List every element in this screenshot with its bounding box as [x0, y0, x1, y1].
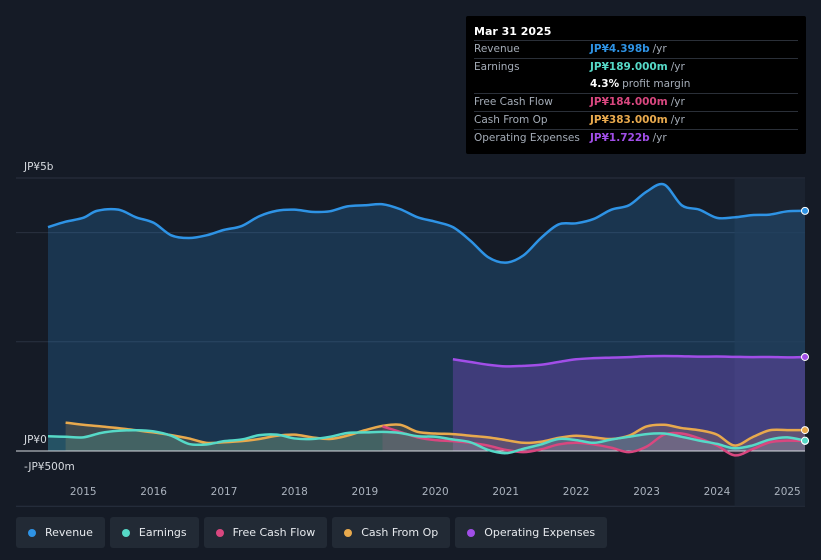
tooltip-value: JP¥1.722b [590, 132, 650, 144]
tooltip-label: Operating Expenses [474, 132, 580, 144]
tooltip-value: JP¥189.000m [590, 61, 668, 73]
tooltip-label: Cash From Op [474, 114, 548, 126]
y-axis-bottom-label: -JP¥500m [24, 461, 75, 473]
tooltip-unit: /yr [652, 132, 667, 144]
tooltip-value: JP¥4.398b [590, 43, 650, 55]
tooltip-row-free-cash-flow: Free Cash Flow JP¥184.000m /yr [474, 93, 798, 111]
legend-item-earnings[interactable]: Earnings [109, 517, 199, 548]
series-areas [48, 184, 805, 456]
cash-from-op-endpoint [801, 426, 809, 435]
legend-dot-icon [215, 528, 224, 537]
series-endpoints [801, 206, 809, 445]
tooltip-label: Revenue [474, 43, 520, 55]
revenue-area [48, 184, 805, 451]
x-tick-label: 2021 [492, 486, 519, 498]
series-lines [47, 182, 806, 457]
free-cash-flow-area [382, 426, 805, 456]
legend-item-free-cash-flow[interactable]: Free Cash Flow [203, 517, 328, 548]
revenue-endpoint [801, 206, 809, 215]
operating-expenses-endpoint [801, 352, 809, 361]
x-tick-label: 2023 [633, 486, 660, 498]
grid-lines [16, 177, 805, 507]
cash-from-op-line [65, 421, 806, 447]
legend-dot-icon [467, 528, 476, 537]
y-axis-zero-label: JP¥0 [23, 434, 47, 446]
x-tick-label: 2020 [422, 486, 449, 498]
legend-label: Revenue [45, 526, 93, 539]
tooltip-label [474, 76, 590, 93]
tooltip-value: JP¥184.000m [590, 96, 668, 108]
tooltip-row-profit-margin: 4.3% profit margin [474, 76, 798, 93]
tooltip-panel: Mar 31 2025 Revenue JP¥4.398b /yr Earnin… [466, 16, 806, 154]
operating-expenses-line [452, 354, 806, 368]
tooltip-row-revenue: Revenue JP¥4.398b /yr [474, 40, 798, 58]
x-tick-label: 2015 [70, 486, 97, 498]
tooltip-unit: /yr [670, 96, 685, 108]
legend-dot-icon [28, 528, 36, 537]
earnings-area [48, 430, 805, 454]
x-tick-label: 2016 [140, 486, 167, 498]
x-axis-ticks: 2015 2016 2017 2018 2019 2020 2021 2022 2023 2024… [70, 486, 801, 498]
x-tick-label: 2022 [563, 486, 590, 498]
tooltip-unit: /yr [670, 61, 685, 73]
x-tick-label: 2019 [352, 486, 379, 498]
tooltip-label: Earnings [474, 61, 520, 73]
legend-label: Earnings [138, 526, 187, 539]
x-tick-label: 2018 [281, 486, 308, 498]
tooltip-row-cash-from-op: Cash From Op JP¥383.000m /yr [474, 111, 798, 129]
earnings-line [47, 428, 806, 455]
tooltip-row-earnings: Earnings JP¥189.000m /yr [474, 58, 798, 76]
tooltip-unit: profit margin [622, 78, 691, 90]
free-cash-flow-line [382, 425, 806, 457]
legend: Revenue Earnings Free Cash Flow Cash Fro… [16, 517, 608, 548]
legend-label: Cash From Op [361, 526, 439, 539]
tooltip-date: Mar 31 2025 [474, 25, 552, 38]
tooltip-value: JP¥383.000m [590, 114, 668, 126]
operating-expenses-area [452, 355, 805, 451]
x-tick-label: 2017 [211, 486, 238, 498]
legend-dot-icon [121, 528, 130, 537]
tooltip-row-operating-expenses: Operating Expenses JP¥1.722b /yr [474, 129, 798, 147]
tooltip-unit: /yr [670, 114, 685, 126]
legend-label: Operating Expenses [484, 526, 596, 539]
legend-dot-icon [344, 528, 353, 537]
legend-item-operating-expenses[interactable]: Operating Expenses [455, 517, 608, 548]
legend-item-cash-from-op[interactable]: Cash From Op [332, 517, 451, 548]
legend-item-revenue[interactable]: Revenue [16, 517, 105, 548]
earnings-endpoint [801, 436, 809, 445]
legend-label: Free Cash Flow [232, 526, 316, 539]
y-axis-top-label: JP¥5b [23, 161, 54, 173]
x-tick-label: 2024 [704, 486, 731, 498]
x-tick-label: 2025 [774, 486, 801, 498]
tooltip-label: Free Cash Flow [474, 96, 553, 108]
tooltip-unit: /yr [652, 43, 667, 55]
revenue-line [47, 182, 806, 264]
tooltip-value: 4.3% [590, 78, 620, 90]
